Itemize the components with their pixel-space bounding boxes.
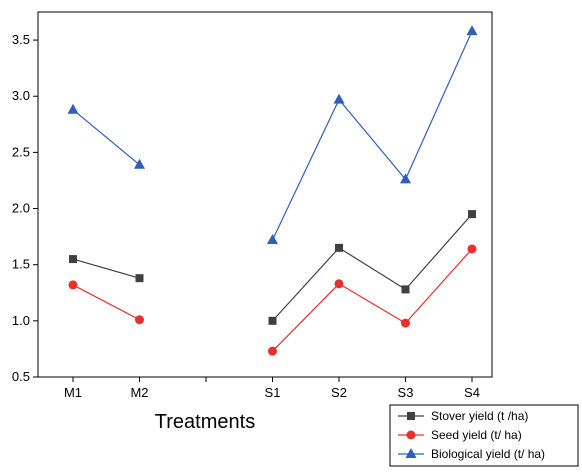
data-point — [467, 244, 477, 254]
legend-marker — [405, 448, 417, 458]
legend-label: Biological yield (t/ ha) — [431, 447, 545, 461]
data-point — [268, 346, 277, 356]
data-point — [400, 173, 411, 184]
y-tick-label: 1.5 — [12, 257, 30, 272]
y-tick-label: 3.0 — [12, 88, 30, 103]
x-tick-label: M1 — [64, 385, 82, 400]
series-line — [72, 109, 140, 166]
series-line — [272, 248, 473, 352]
legend-label: Stover yield (t /ha) — [431, 409, 528, 423]
legend: Stover yield (t /ha) Seed yield (t/ ha) Bi… — [389, 404, 579, 467]
data-point — [268, 316, 277, 325]
series-line — [72, 258, 140, 279]
x-tick-label: S4 — [464, 385, 480, 400]
data-point — [67, 103, 79, 114]
y-tick-label: 2.0 — [12, 201, 30, 216]
data-point — [135, 315, 144, 325]
x-tick-label: M2 — [130, 385, 148, 400]
data-point — [68, 280, 78, 290]
legend-box — [389, 404, 579, 467]
series-line — [72, 284, 140, 321]
data-point — [134, 158, 145, 169]
plot-frame — [37, 11, 493, 378]
data-point — [334, 279, 344, 289]
x-tick-label: S3 — [398, 385, 414, 400]
legend-marker — [406, 430, 416, 440]
series-line — [271, 30, 473, 241]
data-point — [466, 25, 478, 36]
x-tick-label: S1 — [265, 385, 281, 400]
data-point — [401, 318, 410, 328]
data-point — [468, 210, 476, 219]
y-tick-label: 0.5 — [12, 369, 30, 384]
x-tick-label: S2 — [331, 385, 347, 400]
data-point — [135, 274, 144, 283]
data-point — [69, 255, 77, 264]
x-axis-title: Treatments — [155, 411, 255, 433]
data-point — [401, 285, 410, 294]
data-point — [333, 93, 345, 104]
series-line — [272, 213, 473, 322]
y-tick-label: 1.0 — [12, 313, 30, 328]
legend-label: Seed yield (t/ ha) — [431, 428, 522, 442]
y-tick-label: 3.5 — [12, 32, 30, 47]
data-point — [335, 243, 343, 252]
data-point — [267, 233, 278, 244]
legend-marker — [407, 412, 415, 420]
y-tick-label: 2.5 — [12, 144, 30, 159]
